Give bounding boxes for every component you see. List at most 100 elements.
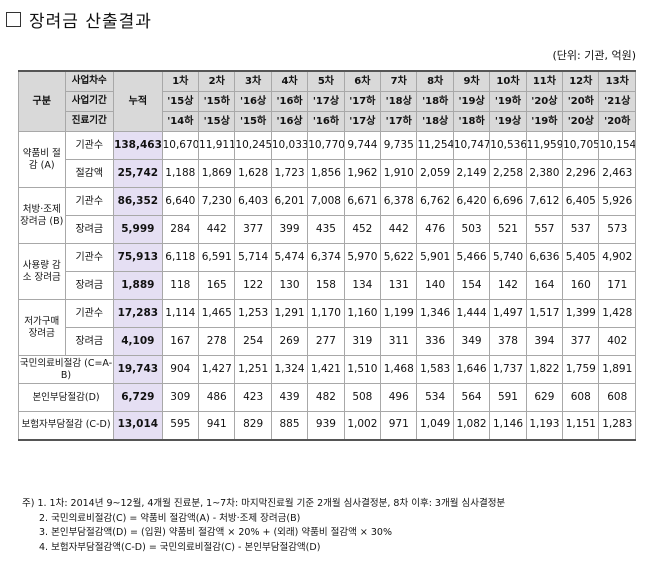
value-cell: 442 <box>198 215 236 244</box>
value-cell: 904 <box>161 355 200 384</box>
value-cell: 6,403 <box>234 187 272 216</box>
value-cell: 1,962 <box>343 159 382 188</box>
value-cell: 154 <box>452 271 491 300</box>
value-cell: 269 <box>270 327 309 356</box>
cumulative-cell: 6,729 <box>113 383 163 412</box>
value-cell: 1,465 <box>198 299 236 328</box>
group-label: 약품비 절감 (A) <box>18 131 66 188</box>
value-cell: 1,002 <box>343 411 382 441</box>
value-cell: 1,346 <box>416 299 454 328</box>
value-cell: 629 <box>525 383 564 412</box>
value-cell: 595 <box>161 411 200 441</box>
value-cell: 2,380 <box>525 159 564 188</box>
value-cell: 439 <box>270 383 309 412</box>
value-cell: 160 <box>562 271 600 300</box>
value-cell: 378 <box>489 327 527 356</box>
value-cell: 1,869 <box>198 159 236 188</box>
value-cell: 1,497 <box>489 299 527 328</box>
value-cell: 7,008 <box>307 187 345 216</box>
value-cell: 10,705 <box>562 131 600 160</box>
value-cell: 10,747 <box>452 131 491 160</box>
value-cell: 1,822 <box>525 355 564 384</box>
value-cell: 1,193 <box>525 411 564 441</box>
value-cell: 1,151 <box>562 411 600 441</box>
value-cell: 377 <box>562 327 600 356</box>
value-cell: 6,591 <box>198 243 236 272</box>
value-cell: 11,254 <box>416 131 454 160</box>
value-cell: 1,628 <box>234 159 272 188</box>
item-label: 장려금 <box>64 215 115 244</box>
value-cell: 435 <box>307 215 345 244</box>
value-cell: 11,911 <box>198 131 236 160</box>
group-label: 사용량 감소 장려금 <box>18 243 66 300</box>
results-table: 구분 사업차수 누적 1차 2차 3차 4차 5차 6차 7차 8차 9차 10차 11차 12차 13차 사업… <box>17 70 636 441</box>
value-cell: 10,245 <box>234 131 272 160</box>
value-cell: 309 <box>161 383 200 412</box>
value-cell: 5,405 <box>562 243 600 272</box>
header-round: 3차 <box>234 70 272 92</box>
footnotes: 주) 1. 1차: 2014년 9~12월, 4개월 진료분, 1~7차: 마지… <box>22 497 505 555</box>
value-cell: 6,696 <box>489 187 527 216</box>
value-cell: 122 <box>234 271 272 300</box>
value-cell: 442 <box>380 215 418 244</box>
value-cell: 11,959 <box>525 131 564 160</box>
value-cell: 5,714 <box>234 243 272 272</box>
value-cell: 1,199 <box>380 299 418 328</box>
value-cell: 5,466 <box>452 243 491 272</box>
item-label: 절감액 <box>64 159 115 188</box>
header-round: 11차 <box>525 70 564 92</box>
value-cell: 319 <box>343 327 382 356</box>
header-row-rounds: 구분 사업차수 누적 1차 2차 3차 4차 5차 6차 7차 8차 9차 10차 11차 12차 13차 <box>18 70 636 132</box>
cumulative-cell: 75,913 <box>113 243 163 272</box>
value-cell: 134 <box>343 271 382 300</box>
value-cell: 6,640 <box>161 187 200 216</box>
value-cell: 6,762 <box>416 187 454 216</box>
value-cell: 608 <box>598 383 636 412</box>
header-round: 9차 <box>452 70 491 92</box>
table-row: 장려금 5,999 284 442 377 399 435 452 442 476 503 521 55… <box>19 215 636 244</box>
header-period: '19하 <box>489 91 527 112</box>
value-cell: 564 <box>452 383 491 412</box>
header-treatment-label: 진료기간 <box>64 111 115 132</box>
item-label: 기관수 <box>64 243 115 272</box>
value-cell: 608 <box>562 383 600 412</box>
value-cell: 1,251 <box>234 355 272 384</box>
value-cell: 2,059 <box>416 159 454 188</box>
value-cell: 10,536 <box>489 131 527 160</box>
value-cell: 349 <box>452 327 491 356</box>
header-period: '19상 <box>452 91 491 112</box>
cumulative-cell: 1,889 <box>113 271 163 300</box>
value-cell: 4,902 <box>598 243 636 272</box>
value-cell: 941 <box>198 411 236 441</box>
header-treatment: '15상 <box>198 111 236 132</box>
value-cell: 6,378 <box>380 187 418 216</box>
value-cell: 377 <box>234 215 272 244</box>
item-label: 기관수 <box>64 131 115 160</box>
total-row: 본인부담절감(D) 6,729 309 486 423 439 482 508 496 534 56… <box>17 383 636 412</box>
value-cell: 2,463 <box>598 159 636 188</box>
footnote-line: 2. 국민의료비절감(C) = 약품비 절감액(A) - 처방·조제 장려금(B… <box>39 512 301 524</box>
value-cell: 6,201 <box>270 187 309 216</box>
footnote-line: 주) 1. 1차: 2014년 9~12월, 4개월 진료분, 1~7차: 마지… <box>22 498 506 509</box>
cumulative-cell: 5,999 <box>113 215 163 244</box>
value-cell: 5,740 <box>489 243 527 272</box>
value-cell: 2,296 <box>562 159 600 188</box>
value-cell: 1,253 <box>234 299 272 328</box>
value-cell: 254 <box>234 327 272 356</box>
value-cell: 885 <box>270 411 309 441</box>
header-cumulative: 누적 <box>113 70 163 132</box>
value-cell: 7,230 <box>198 187 236 216</box>
header-round: 1차 <box>161 70 200 92</box>
value-cell: 10,670 <box>161 131 200 160</box>
value-cell: 496 <box>380 383 418 412</box>
value-cell: 158 <box>307 271 345 300</box>
value-cell: 130 <box>270 271 309 300</box>
header-treatment: '19상 <box>489 111 527 132</box>
value-cell: 939 <box>307 411 345 441</box>
item-label: 장려금 <box>64 271 115 300</box>
header-treatment: '18하 <box>452 111 491 132</box>
value-cell: 1,759 <box>562 355 600 384</box>
value-cell: 1,160 <box>343 299 382 328</box>
value-cell: 1,891 <box>598 355 636 384</box>
header-treatment: '17상 <box>343 111 382 132</box>
